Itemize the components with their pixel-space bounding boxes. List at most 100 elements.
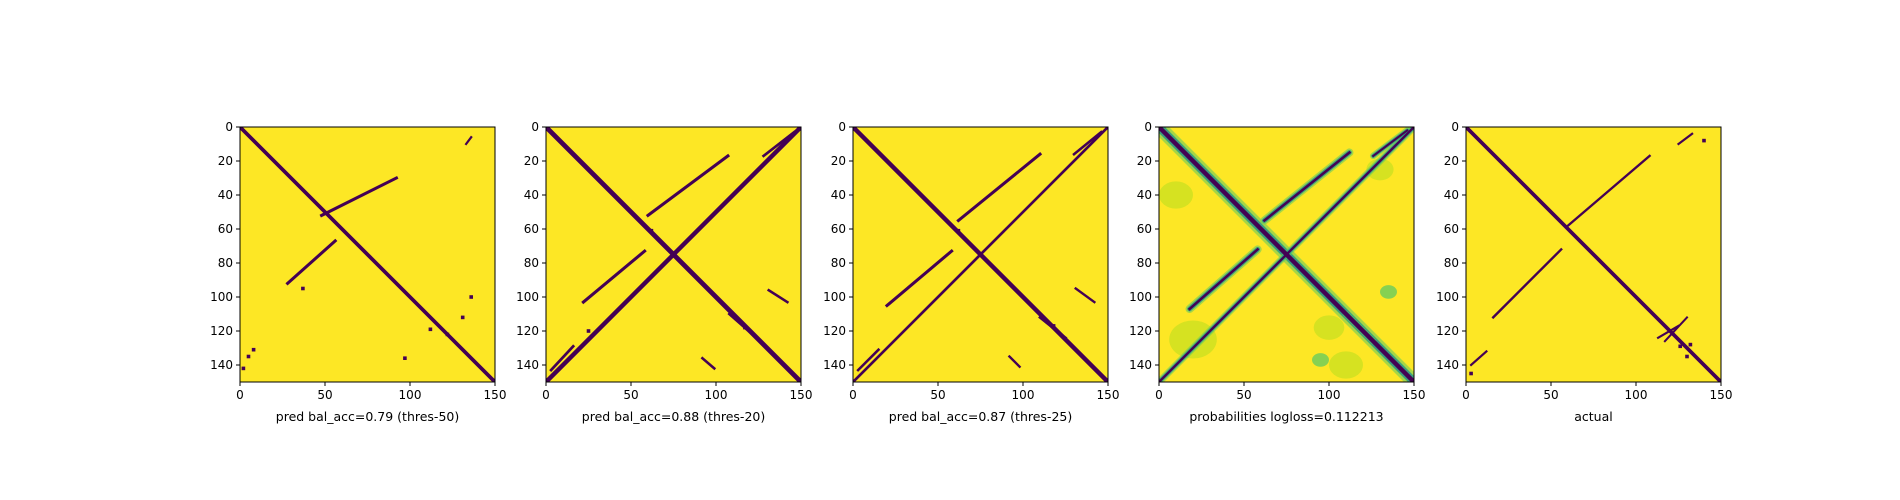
y-tick-label: 80 [1444,256,1459,270]
y-tick-label: 120 [516,324,539,338]
contact-dot [743,325,747,330]
axes-frame [239,126,496,383]
x-tick-label: 100 [705,388,728,402]
contact-dot [586,329,591,333]
x-tick-label: 50 [1543,388,1558,402]
y-tick-label: 80 [1137,256,1152,270]
contact-segment [1072,130,1103,156]
contact-segment [1007,354,1022,369]
x-tick-label: 150 [1710,388,1733,402]
contact-segment [319,175,399,218]
contact-dot [428,327,433,332]
x-tick-label: 100 [399,388,422,402]
contact-segment [1663,315,1689,343]
y-tick-label: 140 [1436,358,1459,372]
probability-blob [1313,315,1345,340]
y-tick-label: 60 [831,222,846,236]
y-tick-label: 120 [210,324,233,338]
contact-dot [1688,342,1693,347]
contact-dot [1702,138,1706,143]
contact-segment [1159,127,1414,382]
contact-dot [1678,344,1682,349]
axes-frame [1465,126,1722,383]
y-tick-label: 20 [218,154,233,168]
y-tick-label: 100 [210,290,233,304]
x-axis-label: pred bal_acc=0.87 (thres-25) [889,409,1072,424]
y-tick-label: 140 [823,358,846,372]
contact-segment [581,248,647,305]
y-tick-label: 40 [218,188,233,202]
y-tick-label: 40 [524,188,539,202]
x-tick-label: 0 [849,388,857,402]
y-tick-label: 40 [1444,188,1459,202]
x-tick-label: 150 [1403,388,1426,402]
contact-segment [1262,150,1352,223]
axes-frame [545,126,802,383]
y-tick-label: 0 [531,120,539,134]
heatmap-panel-5: 0 50 100 150 0 20 40 60 80 100 120 140 actual [1436,120,1732,424]
x-axis-label: probabilities logloss=0.112213 [1189,409,1383,424]
heatmap-content [1466,127,1721,382]
contact-dot [246,354,251,359]
y-tick-label: 20 [1137,154,1152,168]
contact-segment [1656,324,1681,340]
y-tick-label: 80 [831,256,846,270]
contact-segment [884,248,954,308]
contact-segment [1676,132,1694,146]
contact-segment [240,127,495,382]
contact-dot [956,228,961,233]
contact-segment [464,135,473,146]
y-tick-label: 60 [1137,222,1152,236]
y-tick-label: 120 [1129,324,1152,338]
probability-blob [1169,320,1217,359]
heatmap-content [853,127,1108,382]
contact-dot [1685,354,1689,359]
contact-dot [469,295,473,299]
x-axis-label: pred bal_acc=0.88 (thres-20) [582,409,765,424]
contact-segment [1074,286,1097,304]
heatmap-content [1159,127,1414,382]
contact-segment [766,288,790,304]
y-tick-label: 20 [1444,154,1459,168]
heatmap-panel-2: 0 50 100 150 0 20 40 60 80 100 120 140 pred bal_acc=… [516,120,812,424]
contact-segment [700,356,717,371]
contact-segment [1469,349,1488,367]
x-tick-label: 50 [623,388,638,402]
y-tick-label: 140 [210,358,233,372]
contact-segment [1344,312,1375,343]
contact-dot [301,286,305,291]
contact-segment [1371,128,1409,158]
axes-frame [852,126,1109,383]
y-tick-label: 100 [516,290,539,304]
y-tick-label: 20 [524,154,539,168]
y-tick-label: 60 [218,222,233,236]
x-axis-label: actual [1574,409,1613,424]
contact-dot [241,366,246,371]
x-tick-label: 0 [542,388,550,402]
contact-segment [761,130,797,158]
x-tick-label: 100 [1625,388,1648,402]
axes-frame [1158,126,1415,383]
contact-dot [251,347,256,352]
y-tick-label: 0 [1451,120,1459,134]
x-tick-label: 50 [317,388,332,402]
y-tick-label: 40 [831,188,846,202]
contact-segment [546,127,801,382]
contact-segment [956,152,1043,223]
y-tick-label: 100 [1436,290,1459,304]
contact-segment [1491,247,1563,320]
x-tick-label: 100 [1012,388,1035,402]
x-tick-label: 50 [1236,388,1251,402]
y-tick-label: 140 [1129,358,1152,372]
x-tick-label: 150 [484,388,507,402]
heatmap-panel-4: 0 50 100 150 0 20 40 60 80 100 120 140 probabilities… [1129,120,1425,424]
probability-blob [1329,351,1363,379]
x-tick-label: 150 [1097,388,1120,402]
y-tick-label: 80 [218,256,233,270]
y-tick-label: 60 [1444,222,1459,236]
probability-blob [1159,181,1193,209]
heatmap-content [240,127,495,382]
y-tick-label: 20 [831,154,846,168]
contact-segment [645,153,731,218]
